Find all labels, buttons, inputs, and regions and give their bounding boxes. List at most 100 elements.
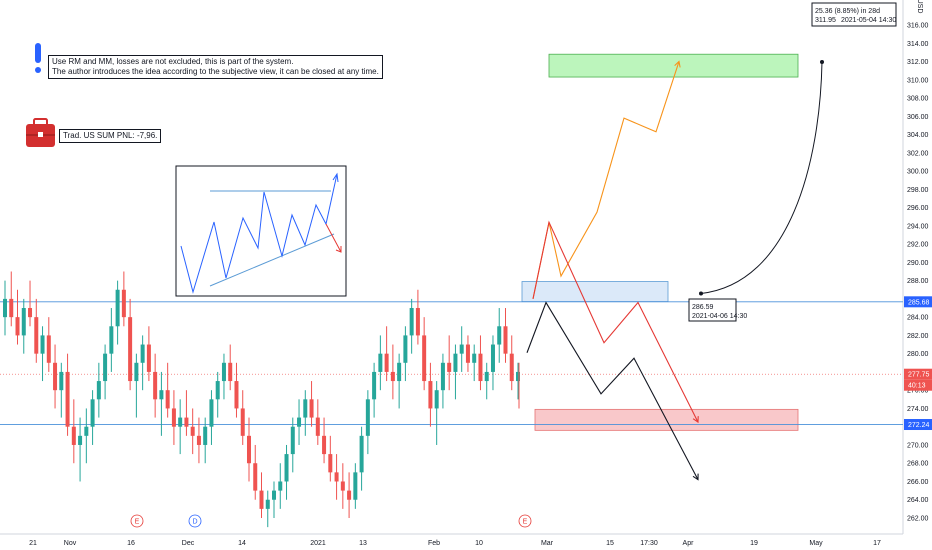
candle-body	[15, 317, 20, 336]
info-exclamation-dot	[35, 67, 41, 73]
candle	[365, 390, 370, 455]
candle	[409, 298, 414, 354]
candle	[509, 335, 514, 391]
bearish-projection-path	[532, 220, 699, 423]
candle-body	[209, 399, 214, 427]
neutral-projection-path	[526, 301, 699, 480]
candle-body	[278, 481, 283, 491]
target-callout-date: 2021-05-04 14:30	[841, 17, 896, 24]
candle-body	[9, 298, 14, 318]
y-tick-label: 288.00	[907, 278, 929, 285]
candle	[103, 344, 108, 400]
x-tick-label: Apr	[683, 540, 695, 547]
candle	[34, 298, 39, 363]
currency-label: USD	[916, 0, 923, 13]
candle-body	[21, 308, 26, 336]
candle	[146, 326, 151, 382]
y-tick-label: 314.00	[907, 41, 929, 48]
candle	[190, 408, 195, 455]
candle	[28, 280, 33, 327]
candle	[390, 344, 395, 400]
measure-start-point	[699, 291, 703, 296]
candle	[196, 417, 201, 464]
candle-body	[453, 353, 458, 372]
candle	[359, 426, 364, 491]
candle-body	[90, 399, 95, 427]
y-tick-label: 302.00	[907, 150, 929, 157]
candle	[322, 417, 327, 464]
candle	[15, 289, 20, 345]
y-tick-label: 292.00	[907, 242, 929, 249]
entry-zone	[521, 281, 669, 303]
candle	[40, 326, 45, 382]
x-tick-label: Dec	[182, 540, 195, 547]
disclaimer-line-1: Use RM and MM, losses are not excluded, …	[52, 57, 294, 66]
candle-body	[509, 353, 514, 382]
briefcase-icon	[26, 118, 55, 147]
candle	[334, 454, 339, 500]
x-tick-label: 19	[750, 540, 758, 547]
price-tag	[904, 296, 932, 308]
price-tag	[904, 368, 932, 380]
candle	[178, 399, 183, 455]
y-tick-label: 270.00	[907, 442, 929, 449]
candle	[240, 390, 245, 445]
candle	[78, 417, 83, 482]
candle	[328, 435, 333, 482]
candle-body	[203, 426, 208, 445]
candle	[384, 326, 389, 382]
candle-body	[246, 435, 251, 464]
candle	[209, 390, 214, 445]
x-tick-label: 21	[29, 540, 37, 547]
candle-body	[403, 335, 408, 363]
candle-body	[472, 353, 477, 363]
candle	[159, 371, 164, 436]
candle-body	[196, 435, 201, 445]
candle	[253, 444, 258, 500]
candle-body	[215, 381, 220, 400]
candle-body	[484, 371, 489, 382]
bullish-projection-path	[532, 61, 680, 300]
candle-body	[234, 381, 239, 409]
candle-body	[353, 472, 358, 500]
candle-body	[78, 435, 83, 445]
bullish-projection-arrowhead	[674, 60, 681, 68]
x-tick-label: Nov	[64, 540, 77, 547]
pattern-zigzag	[180, 173, 338, 294]
y-tick-label: 304.00	[907, 132, 929, 139]
candle-body	[390, 371, 395, 382]
candle-body	[397, 362, 402, 382]
candle-body	[497, 326, 502, 345]
briefcase-lock	[38, 132, 43, 137]
candle-body	[240, 408, 245, 436]
candle	[128, 298, 133, 391]
y-tick-label: 262.00	[907, 516, 929, 523]
candle-body	[334, 472, 339, 482]
candle-body	[221, 362, 226, 382]
candle-body	[159, 390, 164, 400]
event-marker-label: E	[135, 519, 140, 526]
y-tick-label: 294.00	[907, 223, 929, 230]
candle	[516, 362, 520, 400]
candle-body	[46, 335, 51, 363]
candle	[447, 335, 452, 391]
x-tick-label: 13	[359, 540, 367, 547]
pnl-note: Trad. US SUM PNL: -7,96.	[59, 129, 162, 143]
candle-body	[490, 344, 495, 372]
candle-body	[228, 362, 233, 382]
candle-body	[434, 390, 439, 409]
candle	[134, 353, 139, 418]
target-zone	[548, 53, 799, 78]
price-tag-label: 272.24	[908, 422, 930, 429]
candle-body	[128, 317, 133, 382]
y-tick-label: 300.00	[907, 169, 929, 176]
y-tick-label: 268.00	[907, 461, 929, 468]
y-tick-label: 266.00	[907, 479, 929, 486]
candle-body	[284, 454, 289, 482]
candle-body	[165, 390, 170, 409]
candle	[303, 390, 308, 436]
x-tick-label: 2021	[310, 540, 326, 547]
candle	[440, 353, 445, 409]
candle	[153, 353, 158, 418]
